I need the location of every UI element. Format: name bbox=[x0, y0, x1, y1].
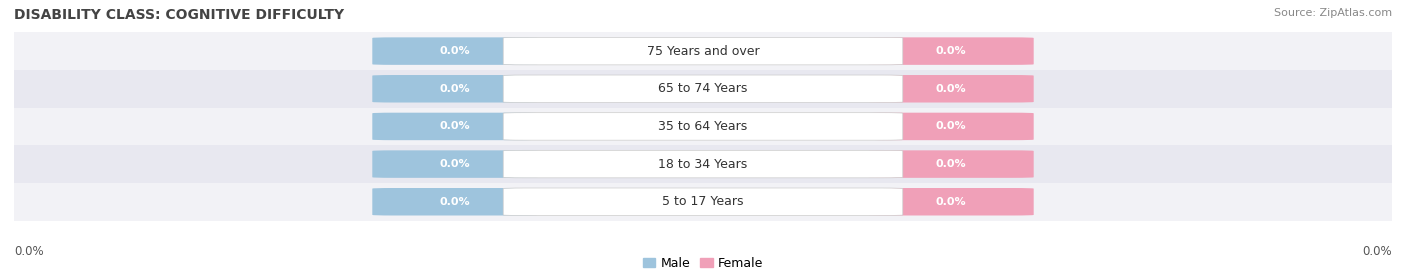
Legend: Male, Female: Male, Female bbox=[638, 252, 768, 269]
Text: 65 to 74 Years: 65 to 74 Years bbox=[658, 82, 748, 95]
Text: 0.0%: 0.0% bbox=[440, 159, 470, 169]
Text: 0.0%: 0.0% bbox=[1362, 245, 1392, 258]
Text: 0.0%: 0.0% bbox=[936, 159, 966, 169]
Text: 35 to 64 Years: 35 to 64 Years bbox=[658, 120, 748, 133]
Bar bbox=[14, 183, 1392, 221]
FancyBboxPatch shape bbox=[503, 113, 903, 140]
FancyBboxPatch shape bbox=[503, 37, 903, 65]
FancyBboxPatch shape bbox=[373, 150, 537, 178]
Text: 0.0%: 0.0% bbox=[440, 121, 470, 132]
FancyBboxPatch shape bbox=[373, 75, 537, 102]
Text: 75 Years and over: 75 Years and over bbox=[647, 45, 759, 58]
FancyBboxPatch shape bbox=[373, 37, 537, 65]
Text: Source: ZipAtlas.com: Source: ZipAtlas.com bbox=[1274, 8, 1392, 18]
Text: 18 to 34 Years: 18 to 34 Years bbox=[658, 158, 748, 171]
Text: 5 to 17 Years: 5 to 17 Years bbox=[662, 195, 744, 208]
Bar bbox=[14, 108, 1392, 145]
Text: 0.0%: 0.0% bbox=[14, 245, 44, 258]
Text: 0.0%: 0.0% bbox=[936, 46, 966, 56]
FancyBboxPatch shape bbox=[869, 150, 1033, 178]
Bar bbox=[14, 70, 1392, 108]
FancyBboxPatch shape bbox=[503, 75, 903, 102]
Text: 0.0%: 0.0% bbox=[440, 46, 470, 56]
FancyBboxPatch shape bbox=[869, 113, 1033, 140]
Bar bbox=[14, 32, 1392, 70]
FancyBboxPatch shape bbox=[503, 188, 903, 215]
FancyBboxPatch shape bbox=[869, 37, 1033, 65]
FancyBboxPatch shape bbox=[869, 188, 1033, 215]
FancyBboxPatch shape bbox=[373, 113, 537, 140]
Text: DISABILITY CLASS: COGNITIVE DIFFICULTY: DISABILITY CLASS: COGNITIVE DIFFICULTY bbox=[14, 8, 344, 22]
Text: 0.0%: 0.0% bbox=[936, 84, 966, 94]
FancyBboxPatch shape bbox=[373, 188, 537, 215]
FancyBboxPatch shape bbox=[869, 75, 1033, 102]
FancyBboxPatch shape bbox=[503, 150, 903, 178]
Text: 0.0%: 0.0% bbox=[936, 197, 966, 207]
Bar bbox=[14, 145, 1392, 183]
Text: 0.0%: 0.0% bbox=[440, 197, 470, 207]
Text: 0.0%: 0.0% bbox=[440, 84, 470, 94]
Text: 0.0%: 0.0% bbox=[936, 121, 966, 132]
